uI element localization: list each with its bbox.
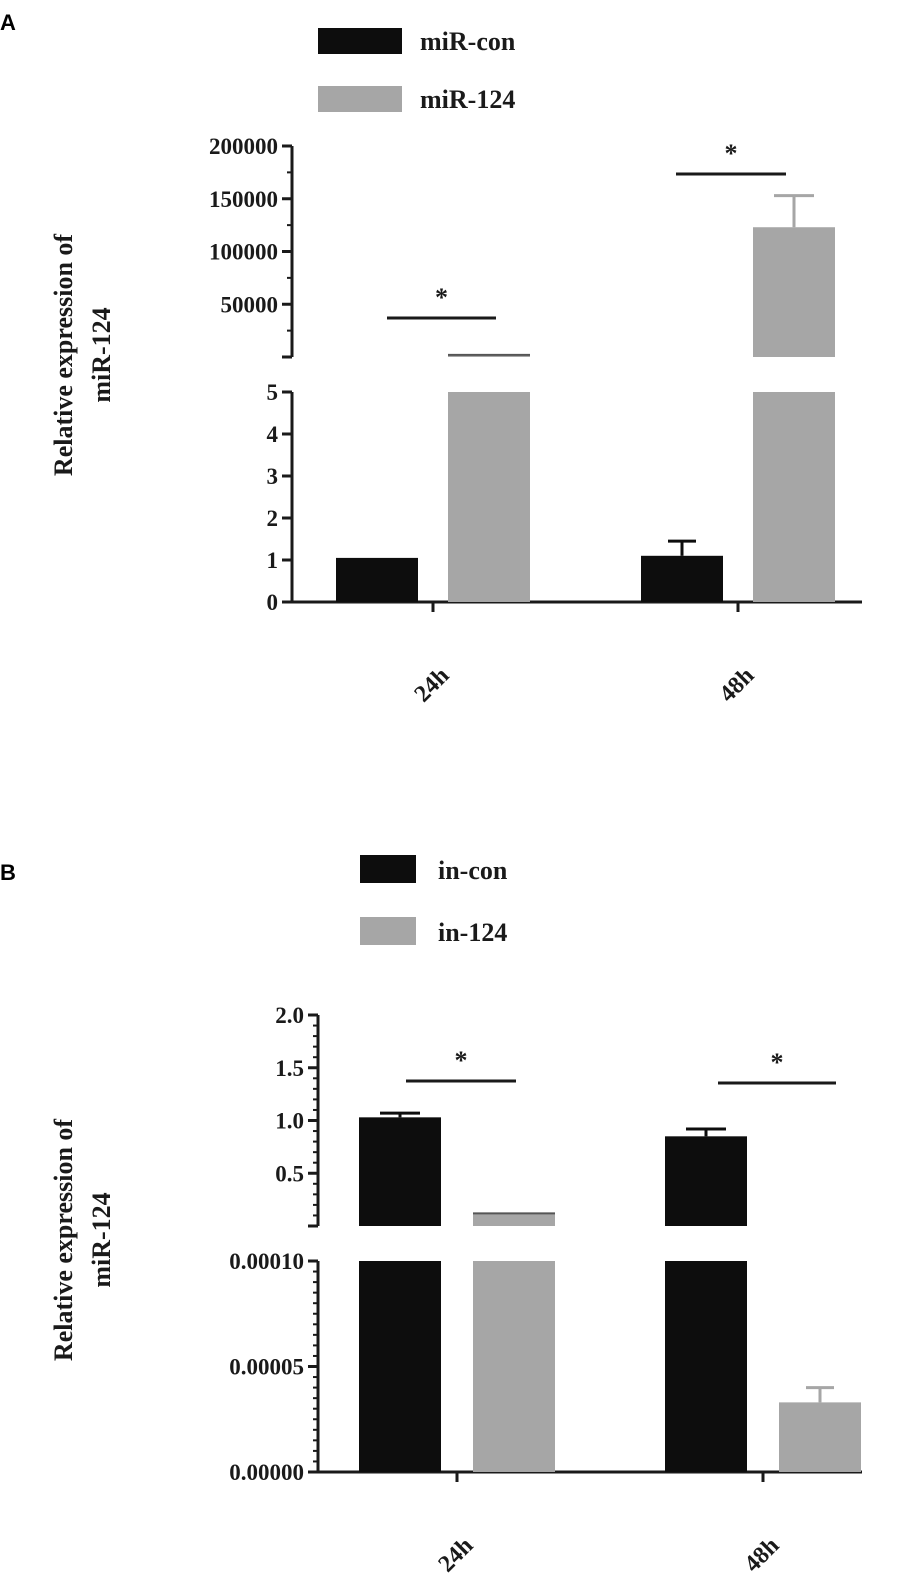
bar-in-124-24h-upper [473, 1213, 555, 1226]
y-axis-label: miR-124 [87, 1192, 116, 1287]
bar-miR-con-48h [641, 555, 723, 602]
panel-a-chart: miR-con miR-124 Relative expression of miR-… [49, 27, 862, 707]
x-tick-label-24h: 24h [410, 663, 455, 708]
legend-label-miR-124: miR-124 [420, 85, 515, 114]
y-axis-label: Relative expression of [49, 234, 78, 476]
significance-star: * [435, 283, 448, 312]
y-tick-label: 1 [267, 548, 279, 573]
bar-in-124-48h [779, 1402, 861, 1472]
y-tick-label: 150000 [209, 187, 278, 212]
significance-star: * [771, 1048, 784, 1077]
significance-star: * [725, 139, 738, 168]
y-axis-label: Relative expression of [49, 1119, 78, 1361]
y-tick-label: 2 [267, 506, 279, 531]
y-tick-label: 2.0 [275, 1003, 304, 1028]
y-tick-label: 3 [267, 464, 279, 489]
bar-in-124-24h-lower [473, 1261, 555, 1472]
x-tick-label-48h: 48h [715, 663, 760, 708]
x-tick-label-48h: 48h [740, 1533, 785, 1578]
y-tick-label: 1.5 [275, 1056, 304, 1081]
y-tick-label: 0.00005 [229, 1355, 304, 1380]
bar-in-con-48h-upper [665, 1136, 747, 1226]
legend-swatch-miR-124 [318, 86, 402, 112]
y-tick-label: 0.00010 [229, 1249, 304, 1274]
y-tick-label: 50000 [221, 292, 279, 317]
legend-label-in-con: in-con [438, 856, 508, 885]
x-tick-label-24h: 24h [434, 1533, 479, 1578]
y-tick-label: 100000 [209, 240, 278, 265]
bar-miR-124-24h-lower [448, 392, 530, 602]
significance-star: * [455, 1046, 468, 1075]
y-tick-label: 5 [267, 380, 279, 405]
y-tick-label: 0.5 [275, 1161, 304, 1186]
legend-swatch-in-124 [360, 917, 416, 945]
bar-miR-124-24h-upper [448, 354, 530, 357]
panel-b-letter: B [0, 860, 16, 885]
bar-miR-124-48h-upper [753, 227, 835, 357]
bar-in-con-48h-lower [665, 1261, 747, 1472]
legend-label-miR-con: miR-con [420, 27, 516, 56]
legend-label-in-124: in-124 [438, 918, 507, 947]
y-tick-label: 1.0 [275, 1109, 304, 1134]
bar-miR-124-48h-lower [753, 392, 835, 602]
bar-in-con-24h-upper [359, 1117, 441, 1226]
panel-b-chart: in-con in-124 Relative expression of miR-12… [49, 855, 862, 1577]
panel-a-letter: A [0, 10, 16, 35]
legend-swatch-in-con [360, 855, 416, 883]
y-tick-label: 0 [267, 590, 279, 615]
y-tick-label: 4 [267, 422, 279, 447]
legend-swatch-miR-con [318, 28, 402, 54]
bar-in-con-24h-lower [359, 1261, 441, 1472]
y-tick-label: 200000 [209, 134, 278, 159]
y-axis-label: miR-124 [87, 307, 116, 402]
bar-miR-con-24h [336, 557, 418, 602]
y-tick-label: 0.00000 [229, 1460, 304, 1485]
